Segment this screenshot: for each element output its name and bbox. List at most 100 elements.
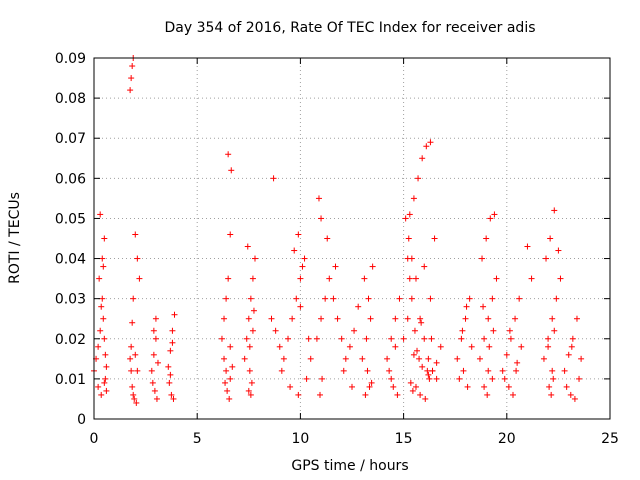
data-point	[551, 327, 558, 334]
data-point	[132, 231, 139, 238]
data-point	[223, 295, 230, 302]
data-point	[416, 355, 423, 362]
data-point	[152, 315, 159, 322]
data-point	[342, 355, 349, 362]
data-point	[513, 367, 520, 374]
data-point	[98, 303, 105, 310]
data-point	[481, 383, 488, 390]
data-point	[524, 243, 531, 250]
data-point	[101, 235, 108, 242]
data-point	[388, 375, 395, 382]
data-point	[578, 355, 585, 362]
data-point	[512, 315, 519, 322]
data-point	[313, 335, 320, 342]
y-tick-label: 0.08	[55, 91, 86, 107]
data-point	[369, 263, 376, 270]
data-point	[303, 375, 310, 382]
data-point	[415, 175, 422, 182]
data-point	[481, 335, 488, 342]
data-point	[364, 367, 371, 374]
data-point	[367, 315, 374, 322]
data-point	[295, 391, 302, 398]
plot-frame	[93, 57, 611, 420]
data-point	[410, 195, 417, 202]
data-point	[408, 295, 415, 302]
data-point	[390, 383, 397, 390]
data-point	[270, 175, 277, 182]
data-point	[548, 391, 555, 398]
data-point	[437, 343, 444, 350]
data-point	[285, 335, 292, 342]
data-point	[227, 343, 234, 350]
data-point	[368, 379, 375, 386]
data-point	[223, 367, 230, 374]
data-point	[127, 355, 134, 362]
y-axis-title: ROTI / TECUs	[7, 192, 23, 284]
data-point	[412, 383, 419, 390]
data-point	[246, 343, 253, 350]
data-point	[307, 355, 314, 362]
data-point	[573, 315, 580, 322]
data-point	[319, 375, 326, 382]
data-point	[247, 391, 254, 398]
data-point	[463, 303, 470, 310]
data-point	[227, 231, 234, 238]
data-point	[392, 343, 399, 350]
data-point	[426, 375, 433, 382]
y-tick-label: 0.02	[55, 332, 86, 348]
data-points	[91, 55, 585, 406]
data-point	[130, 295, 137, 302]
data-point	[460, 367, 467, 374]
data-point	[563, 383, 570, 390]
y-tick-label: 0.05	[55, 211, 86, 227]
data-point	[422, 395, 429, 402]
data-point	[407, 379, 414, 386]
data-point	[417, 315, 424, 322]
data-point	[228, 167, 235, 174]
data-point	[549, 367, 556, 374]
data-point	[128, 367, 135, 374]
data-point	[249, 275, 256, 282]
data-point	[499, 367, 506, 374]
data-point	[287, 383, 294, 390]
y-tick-label: 0	[77, 412, 86, 428]
data-point	[334, 315, 341, 322]
data-point	[427, 295, 434, 302]
data-point	[507, 335, 514, 342]
data-point	[318, 315, 325, 322]
data-point	[168, 391, 175, 398]
data-point	[545, 335, 552, 342]
data-point	[545, 343, 552, 350]
data-point	[362, 391, 369, 398]
y-tick-label: 0.07	[55, 131, 86, 147]
data-point	[394, 391, 401, 398]
data-point	[171, 311, 178, 318]
data-point	[568, 343, 575, 350]
data-point	[170, 395, 177, 402]
data-point	[99, 295, 106, 302]
data-point	[226, 395, 233, 402]
x-axis-title: GPS time / hours	[291, 458, 408, 474]
data-point	[153, 395, 160, 402]
data-point	[218, 335, 225, 342]
data-point	[128, 75, 135, 82]
data-point	[245, 315, 252, 322]
x-tick-label: 15	[395, 431, 413, 447]
data-point	[102, 351, 109, 358]
data-point	[493, 275, 500, 282]
data-point	[249, 327, 256, 334]
data-point	[486, 343, 493, 350]
data-point	[349, 383, 355, 390]
data-point	[485, 367, 492, 374]
data-point	[222, 379, 229, 386]
data-point	[131, 395, 138, 402]
data-point	[330, 295, 337, 302]
data-point	[322, 295, 329, 302]
data-point	[423, 143, 430, 150]
y-axis: 0 0.01 0.02 0.03 0.04 0.05 0.06 0.07 0.08 0.09	[55, 51, 610, 428]
data-point	[410, 351, 417, 358]
data-point	[487, 215, 494, 222]
data-point	[166, 379, 173, 386]
data-point	[332, 263, 339, 270]
